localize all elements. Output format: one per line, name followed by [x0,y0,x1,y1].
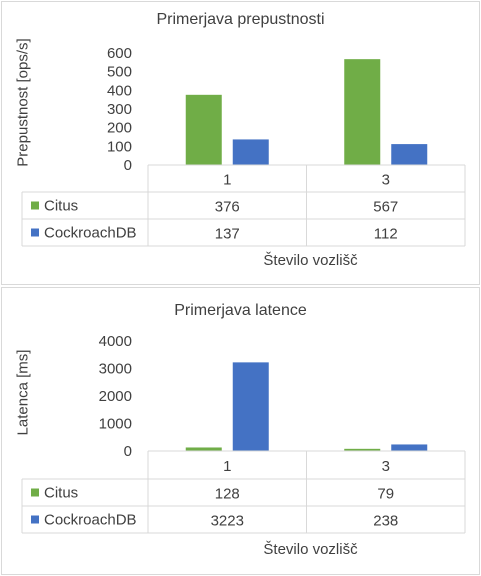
data-table-value: 567 [373,199,398,216]
legend-label-citus: Citus [44,198,78,215]
x-tick-label: 1 [223,172,231,189]
x-tick-label: 3 [382,172,390,189]
x-axis-label: Število vozlišč [263,541,358,558]
x-tick-label: 3 [382,458,390,475]
y-tick-label: 200 [107,120,132,137]
bar-citus-1 [185,94,222,165]
bar-cockroachdb-1 [232,139,269,165]
legend-key-citus [31,201,39,210]
bar-citus-3 [344,59,381,165]
data-table-value: 3223 [211,513,244,530]
x-axis-label: Število vozlišč [263,252,358,269]
throughput-chart-panel: Primerjava prepustnosti Prepustnost [ops… [1,1,480,285]
y-tick-label: 0 [124,443,132,460]
data-table-value: 79 [377,486,394,503]
latency-chart-plot: 0 1000 2000 3000 4000 1 3 Citus 128 79 CockroachDB… [21,333,466,534]
bar-cockroachdb-3 [391,144,428,165]
y-tick-label: 3000 [99,361,132,378]
y-tick-label: 1000 [99,416,132,433]
legend-label-cockroachdb: CockroachDB [44,225,137,242]
y-tick-label: 100 [107,138,132,155]
latency-chart-panel: Primerjava latence Latenca [ms] 0 1000 200… [1,287,480,575]
legend-label-cockroachdb: CockroachDB [44,512,137,529]
legend-key-cockroachdb [31,228,39,237]
y-tick-label: 400 [107,82,132,99]
y-tick-label: 600 [107,45,132,62]
legend-label-citus: Citus [44,485,78,502]
data-table-value: 376 [215,199,240,216]
legend-key-citus [31,488,39,497]
y-tick-label: 4000 [99,333,132,350]
legend-key-cockroachdb [31,515,39,524]
chart-title: Primerjava latence [174,302,307,319]
bar-cockroachdb-3 [391,444,428,451]
bar-cockroachdb-1 [232,362,269,451]
chart-title: Primerjava prepustnosti [156,11,325,28]
y-tick-label: 300 [107,101,132,118]
y-tick-label: 0 [124,157,132,174]
x-tick-label: 1 [223,458,231,475]
y-tick-label: 500 [107,64,132,81]
y-tick-label: 2000 [99,388,132,405]
data-table-value: 238 [373,513,398,530]
bar-citus-1 [185,447,222,451]
data-table-value: 112 [374,226,398,243]
data-table-value: 137 [215,226,240,243]
bar-citus-3 [344,448,381,451]
data-table-value: 128 [215,486,240,503]
